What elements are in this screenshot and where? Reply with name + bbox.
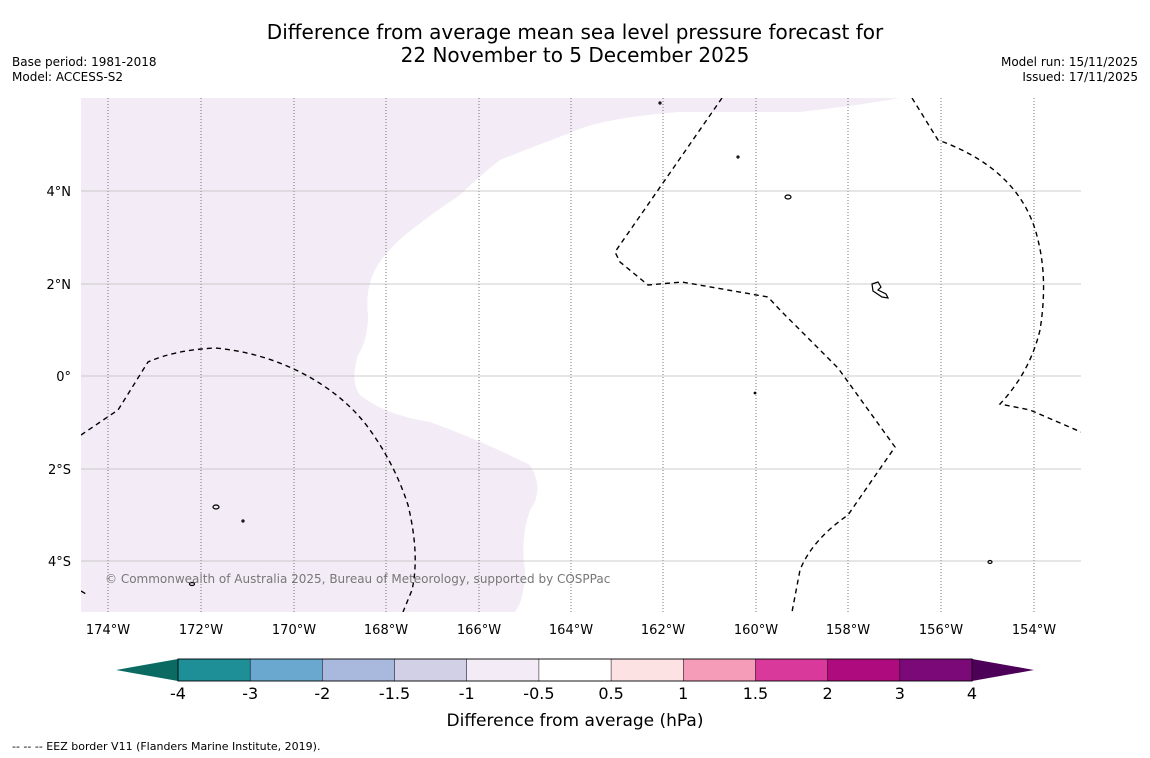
copyright-text: © Commonwealth of Australia 2025, Bureau… xyxy=(105,572,610,586)
model-text: Model: ACCESS-S2 xyxy=(12,70,124,84)
island-kiritimati xyxy=(871,281,890,299)
lat-label: 2°N xyxy=(47,278,72,293)
colorbar-bin xyxy=(177,658,251,682)
eez-border-east xyxy=(911,98,1081,433)
colorbar-tick-label: -3 xyxy=(242,684,258,703)
colorbar: -4 -3 -2 -1.5 -1 -0.5 0.5 1 1.5 2 3 4 Difference fr… xyxy=(116,658,1034,731)
colorbar-min-extension xyxy=(116,659,178,681)
eez-borders xyxy=(81,98,1081,612)
colorbar-tick-label: 4 xyxy=(967,684,977,703)
lon-label: 170°W xyxy=(272,623,316,638)
lat-label: 2°S xyxy=(48,463,71,478)
colorbar-bin xyxy=(538,658,612,682)
latitude-gridlines xyxy=(81,190,1081,562)
colorbar-bins xyxy=(177,658,973,682)
colorbar-max-extension xyxy=(972,659,1034,681)
colorbar-tick-label: -0.5 xyxy=(523,684,554,703)
lon-label: 162°W xyxy=(641,623,685,638)
island-g xyxy=(241,519,245,523)
lon-label: 154°W xyxy=(1012,623,1056,638)
model-run-text: Model run: 15/11/2025 xyxy=(1000,55,1138,69)
lat-label: 0° xyxy=(56,370,71,385)
island-d xyxy=(987,559,993,565)
island-b xyxy=(212,504,220,510)
eez-footnote: -- -- -- EEZ border V11 (Flanders Marine… xyxy=(12,740,321,753)
colorbar-bin xyxy=(755,658,829,682)
colorbar-tick-label: -2 xyxy=(314,684,330,703)
island-a xyxy=(784,194,792,200)
base-period-text: Base period: 1981-2018 xyxy=(12,55,157,69)
eez-border-kiribati-west xyxy=(81,347,416,612)
lat-label: 4°N xyxy=(47,185,72,200)
colorbar-bin xyxy=(683,658,757,682)
lon-label: 164°W xyxy=(549,623,593,638)
colorbar-tick-label: 3 xyxy=(895,684,905,703)
island-e xyxy=(658,101,662,105)
lat-label: 4°S xyxy=(48,555,71,570)
lon-label: 156°W xyxy=(919,623,963,638)
islands xyxy=(188,101,993,587)
lon-label: 160°W xyxy=(734,623,778,638)
eez-border-corner xyxy=(81,590,87,595)
issued-text: Issued: 17/11/2025 xyxy=(1022,70,1138,84)
lon-label: 166°W xyxy=(457,623,501,638)
island-h xyxy=(753,391,757,395)
lon-label: 158°W xyxy=(826,623,870,638)
colorbar-bin xyxy=(827,658,901,682)
chart-title-line1: Difference from average mean sea level p… xyxy=(266,20,884,44)
colorbar-tick-label: -1 xyxy=(459,684,475,703)
anomaly-shaded-region xyxy=(81,98,900,612)
lon-label: 168°W xyxy=(364,623,408,638)
colorbar-title: Difference from average (hPa) xyxy=(447,711,704,731)
latitude-labels: 4°N 2°N 0° 2°S 4°S xyxy=(47,185,72,570)
lon-label: 174°W xyxy=(86,623,130,638)
island-f xyxy=(736,155,740,159)
colorbar-bin xyxy=(249,658,324,682)
colorbar-bin xyxy=(322,658,396,682)
map-area[interactable]: © Commonwealth of Australia 2025, Bureau… xyxy=(81,98,1081,612)
eez-border-line-islands xyxy=(614,98,896,612)
island-c xyxy=(188,581,196,587)
colorbar-tick-label: 0.5 xyxy=(598,684,623,703)
longitude-labels: 174°W 172°W 170°W 168°W 166°W 164°W 162°… xyxy=(86,623,1056,638)
colorbar-tick-label: -1.5 xyxy=(379,684,410,703)
colorbar-bin xyxy=(899,658,973,682)
colorbar-bin xyxy=(394,658,468,682)
colorbar-frame xyxy=(177,658,973,682)
colorbar-tick-labels: -4 -3 -2 -1.5 -1 -0.5 0.5 1 1.5 2 3 4 xyxy=(170,684,977,703)
colorbar-tick-label: 1.5 xyxy=(743,684,768,703)
colorbar-tick-label: 2 xyxy=(823,684,833,703)
lon-label: 172°W xyxy=(179,623,223,638)
colorbar-bin xyxy=(466,658,540,682)
colorbar-tick-label: 1 xyxy=(678,684,688,703)
colorbar-bin xyxy=(610,658,685,682)
chart-title-line2: 22 November to 5 December 2025 xyxy=(400,43,750,67)
colorbar-tick-label: -4 xyxy=(170,684,186,703)
